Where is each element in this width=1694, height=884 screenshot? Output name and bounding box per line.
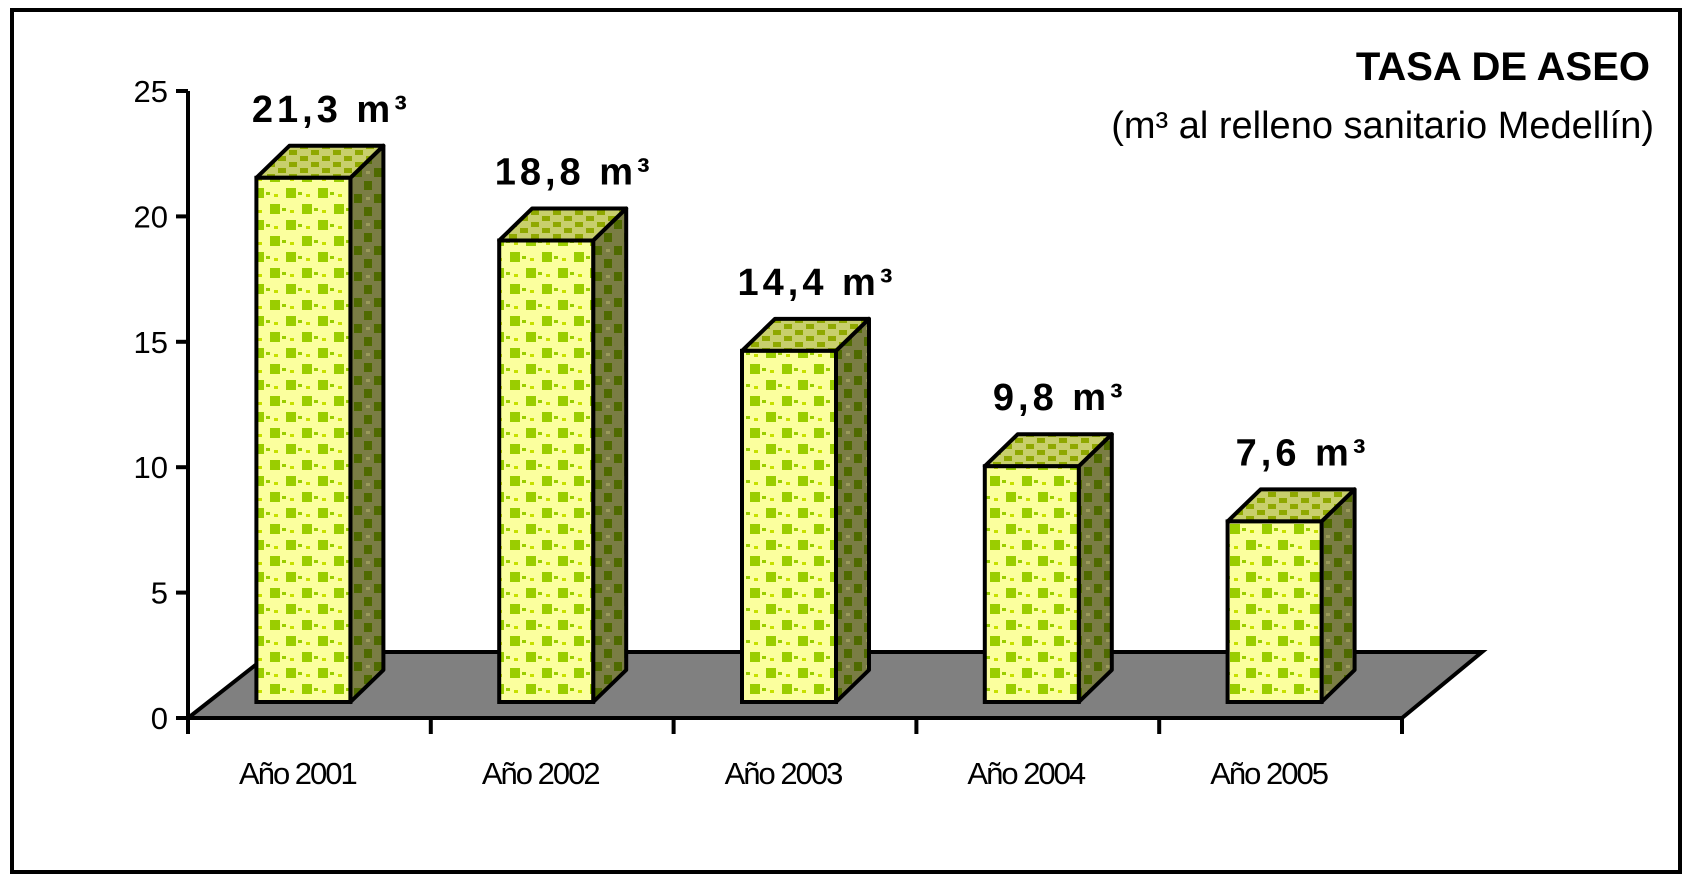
bar-front-face bbox=[1225, 519, 1324, 704]
x-category-label: Año 2002 bbox=[482, 756, 599, 791]
data-label: 14,4 m³ bbox=[738, 262, 897, 304]
y-tick-label: 20 bbox=[134, 199, 168, 234]
bar-front-face bbox=[254, 175, 353, 704]
bar-front-face bbox=[497, 238, 596, 704]
bar bbox=[497, 206, 629, 704]
x-category-label: Año 2003 bbox=[725, 756, 842, 791]
bar-side-face bbox=[1319, 487, 1357, 704]
chart-frame: 0 5 10 15 20 25 21,3 m³ Año 2001 18,8 m³ Año 200… bbox=[10, 8, 1682, 874]
data-label: 9,8 m³ bbox=[993, 377, 1127, 419]
y-tick-label: 25 bbox=[134, 74, 168, 109]
bar-side-face bbox=[348, 143, 386, 704]
bar bbox=[740, 316, 871, 704]
chart-title: TASA DE ASEO bbox=[1356, 45, 1650, 89]
bar-front-face bbox=[982, 464, 1081, 704]
bar bbox=[254, 143, 386, 704]
bar bbox=[1225, 487, 1357, 704]
data-label: 18,8 m³ bbox=[495, 151, 654, 193]
y-tick-label: 15 bbox=[134, 325, 168, 360]
x-category-label: Año 2001 bbox=[239, 756, 356, 791]
bar-side-face bbox=[834, 316, 871, 704]
y-tick-label: 10 bbox=[134, 450, 168, 485]
bar-side-face bbox=[591, 206, 629, 704]
x-category-label: Año 2005 bbox=[1210, 756, 1327, 791]
bar-chart: 0 5 10 15 20 25 21,3 m³ Año 2001 18,8 m³ Año 200… bbox=[134, 45, 1654, 791]
chart-subtitle: (m³ al relleno sanitario Medellín) bbox=[1111, 105, 1654, 147]
y-tick-label: 0 bbox=[151, 701, 168, 736]
x-category-label: Año 2004 bbox=[967, 756, 1085, 791]
bar-side-face bbox=[1076, 432, 1114, 704]
bar bbox=[982, 432, 1114, 704]
y-tick-label: 5 bbox=[151, 576, 168, 611]
data-label: 7,6 m³ bbox=[1236, 432, 1370, 474]
data-label: 21,3 m³ bbox=[252, 89, 411, 131]
bar-front-face bbox=[740, 348, 838, 704]
